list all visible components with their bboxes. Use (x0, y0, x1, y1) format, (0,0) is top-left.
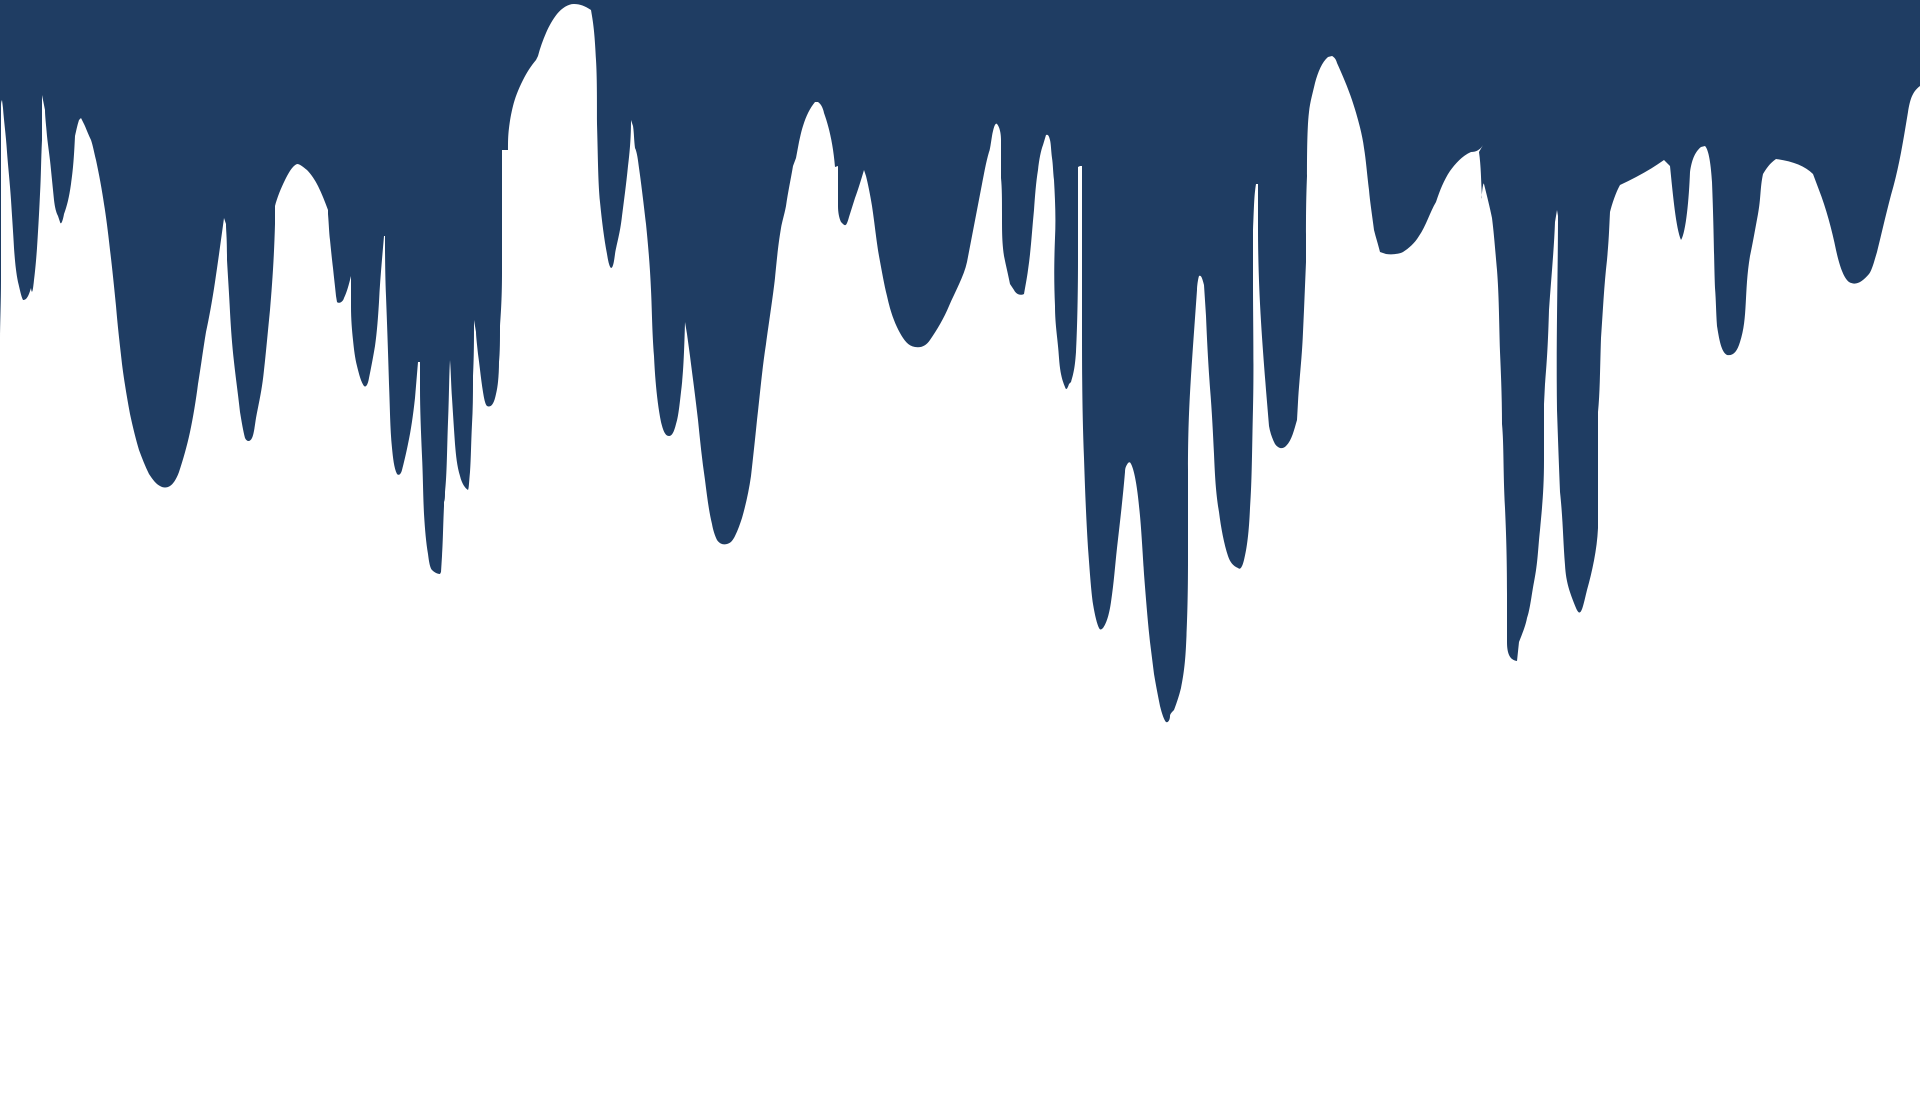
paint-drips (0, 0, 1920, 723)
